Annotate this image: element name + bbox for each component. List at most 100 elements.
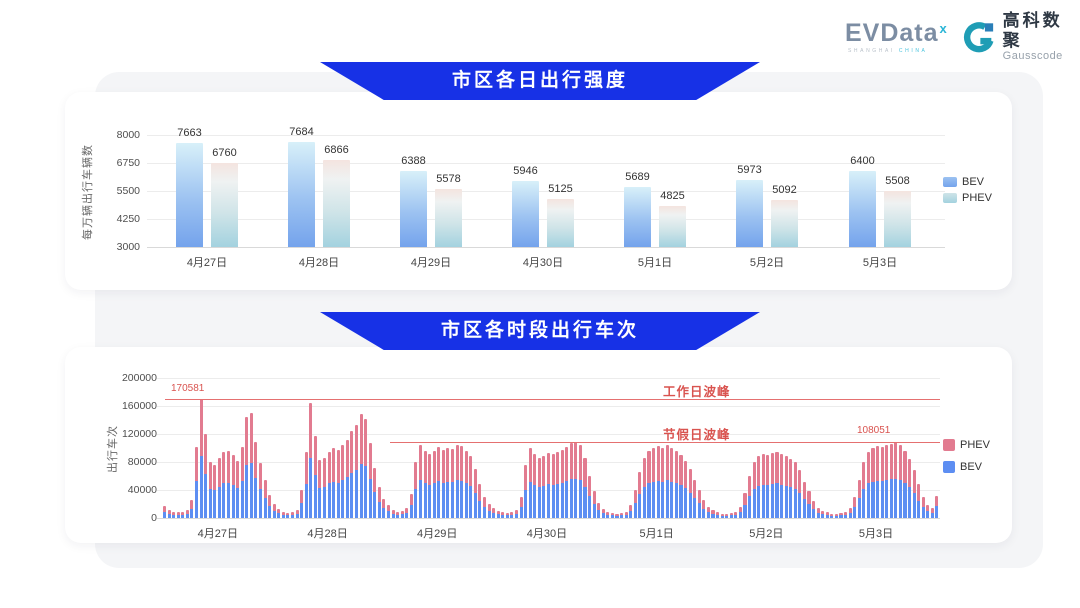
hourly-phev-bar[interactable] bbox=[332, 448, 336, 482]
hourly-phev-bar[interactable] bbox=[642, 457, 646, 487]
hourly-bev-bar[interactable] bbox=[217, 486, 221, 518]
hourly-phev-bar[interactable] bbox=[601, 508, 605, 514]
hourly-phev-bar[interactable] bbox=[359, 414, 363, 465]
hourly-phev-bar[interactable] bbox=[428, 453, 432, 485]
hourly-phev-bar[interactable] bbox=[743, 492, 747, 505]
hourly-bev-bar[interactable] bbox=[428, 484, 432, 518]
hourly-bev-bar[interactable] bbox=[885, 480, 889, 518]
hourly-bev-bar[interactable] bbox=[537, 486, 541, 518]
hourly-bev-bar[interactable] bbox=[231, 485, 235, 518]
hourly-phev-bar[interactable] bbox=[592, 491, 596, 505]
hourly-phev-bar[interactable] bbox=[277, 508, 281, 514]
hourly-phev-bar[interactable] bbox=[245, 416, 249, 466]
hourly-phev-bar[interactable] bbox=[647, 450, 651, 484]
hourly-phev-bar[interactable] bbox=[231, 455, 235, 486]
hourly-bev-bar[interactable] bbox=[327, 483, 331, 518]
hourly-bev-bar[interactable] bbox=[652, 481, 656, 518]
hourly-phev-bar[interactable] bbox=[684, 460, 688, 489]
hourly-phev-bar[interactable] bbox=[624, 511, 628, 515]
hourly-bev-bar[interactable] bbox=[524, 490, 528, 518]
hourly-bev-bar[interactable] bbox=[620, 515, 624, 518]
hourly-bev-bar[interactable] bbox=[588, 496, 592, 518]
hourly-phev-bar[interactable] bbox=[917, 484, 921, 501]
hourly-bev-bar[interactable] bbox=[377, 501, 381, 518]
hourly-phev-bar[interactable] bbox=[674, 450, 678, 484]
hourly-phev-bar[interactable] bbox=[912, 470, 916, 494]
phev-bar[interactable] bbox=[435, 189, 462, 247]
hourly-phev-bar[interactable] bbox=[281, 511, 285, 515]
hourly-phev-bar[interactable] bbox=[551, 454, 555, 485]
hourly-bev-bar[interactable] bbox=[917, 500, 921, 518]
phev-bar[interactable] bbox=[884, 190, 911, 247]
hourly-bev-bar[interactable] bbox=[322, 486, 327, 518]
hourly-phev-bar[interactable] bbox=[208, 462, 212, 489]
hourly-bev-bar[interactable] bbox=[844, 514, 848, 518]
hourly-phev-bar[interactable] bbox=[487, 504, 491, 511]
hourly-bev-bar[interactable] bbox=[194, 481, 199, 518]
hourly-bev-bar[interactable] bbox=[414, 488, 418, 518]
hourly-phev-bar[interactable] bbox=[364, 418, 368, 467]
hourly-bev-bar[interactable] bbox=[295, 513, 299, 518]
hourly-bev-bar[interactable] bbox=[391, 513, 395, 518]
hourly-phev-bar[interactable] bbox=[784, 456, 788, 486]
hourly-bev-bar[interactable] bbox=[780, 484, 784, 518]
hourly-bev-bar[interactable] bbox=[423, 483, 427, 518]
hourly-bev-bar[interactable] bbox=[208, 488, 212, 518]
hourly-bev-bar[interactable] bbox=[656, 480, 660, 518]
hourly-bev-bar[interactable] bbox=[263, 497, 267, 518]
hourly-phev-bar[interactable] bbox=[528, 448, 532, 482]
hourly-bev-bar[interactable] bbox=[245, 465, 249, 518]
hourly-phev-bar[interactable] bbox=[926, 505, 930, 512]
hourly-phev-bar[interactable] bbox=[501, 512, 505, 516]
hourly-phev-bar[interactable] bbox=[236, 460, 240, 489]
hourly-bev-bar[interactable] bbox=[309, 458, 313, 518]
legend-item-bev[interactable]: BEV bbox=[943, 176, 984, 188]
hourly-phev-bar[interactable] bbox=[336, 450, 340, 483]
hourly-phev-bar[interactable] bbox=[862, 462, 866, 489]
hourly-phev-bar[interactable] bbox=[693, 480, 697, 499]
hourly-bev-bar[interactable] bbox=[812, 509, 816, 518]
hourly-bev-bar[interactable] bbox=[336, 482, 340, 518]
hourly-phev-bar[interactable] bbox=[345, 439, 349, 478]
hourly-bev-bar[interactable] bbox=[830, 515, 834, 518]
hourly-phev-bar[interactable] bbox=[194, 447, 199, 482]
hourly-bev-bar[interactable] bbox=[807, 504, 811, 518]
hourly-phev-bar[interactable] bbox=[857, 479, 861, 498]
bev-bar[interactable] bbox=[849, 170, 876, 247]
hourly-phev-bar[interactable] bbox=[163, 506, 167, 512]
hourly-phev-bar[interactable] bbox=[876, 445, 880, 481]
hourly-phev-bar[interactable] bbox=[510, 512, 514, 516]
hourly-phev-bar[interactable] bbox=[738, 506, 742, 513]
hourly-bev-bar[interactable] bbox=[647, 483, 651, 518]
hourly-bev-bar[interactable] bbox=[716, 515, 720, 518]
hourly-bev-bar[interactable] bbox=[368, 479, 372, 518]
hourly-bev-bar[interactable] bbox=[204, 474, 208, 518]
hourly-phev-bar[interactable] bbox=[816, 508, 820, 513]
hourly-phev-bar[interactable] bbox=[610, 513, 614, 516]
hourly-phev-bar[interactable] bbox=[848, 508, 852, 513]
hourly-bev-bar[interactable] bbox=[240, 481, 244, 518]
hourly-bev-bar[interactable] bbox=[199, 455, 203, 518]
hourly-phev-bar[interactable] bbox=[898, 445, 902, 481]
hourly-phev-bar[interactable] bbox=[341, 445, 345, 481]
hourly-phev-bar[interactable] bbox=[240, 447, 244, 482]
hourly-phev-bar[interactable] bbox=[748, 476, 752, 497]
hourly-phev-bar[interactable] bbox=[661, 448, 665, 482]
hourly-phev-bar[interactable] bbox=[414, 462, 418, 489]
hourly-bev-bar[interactable] bbox=[213, 490, 217, 518]
hourly-bev-bar[interactable] bbox=[674, 483, 678, 518]
hourly-phev-bar[interactable] bbox=[656, 445, 660, 481]
hourly-bev-bar[interactable] bbox=[734, 514, 738, 518]
hourly-bev-bar[interactable] bbox=[565, 481, 569, 518]
hourly-bev-bar[interactable] bbox=[802, 499, 806, 518]
hourly-bev-bar[interactable] bbox=[912, 493, 916, 518]
hourly-phev-bar[interactable] bbox=[322, 457, 327, 487]
hourly-bev-bar[interactable] bbox=[748, 496, 752, 518]
hourly-bev-bar[interactable] bbox=[642, 486, 646, 518]
hourly-phev-bar[interactable] bbox=[450, 449, 454, 483]
hourly-phev-bar[interactable] bbox=[441, 450, 445, 483]
hourly-bev-bar[interactable] bbox=[418, 480, 422, 518]
hourly-bev-bar[interactable] bbox=[455, 479, 459, 518]
hourly-bev-bar[interactable] bbox=[578, 480, 582, 518]
hourly-bev-bar[interactable] bbox=[935, 506, 939, 518]
